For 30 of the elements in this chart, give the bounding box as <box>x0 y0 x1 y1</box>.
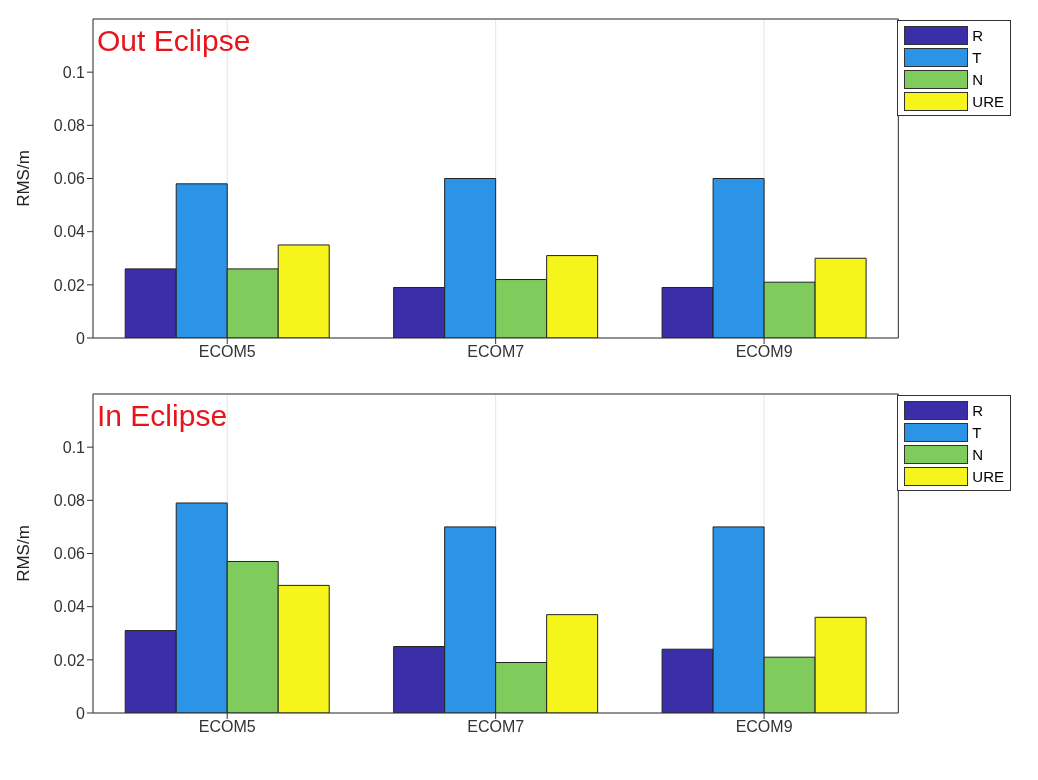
legend-label: R <box>972 401 984 419</box>
x-tick-label: ECOM9 <box>735 718 793 736</box>
x-tick-label: ECOM7 <box>467 718 525 736</box>
legend-label: T <box>972 423 982 441</box>
legend-label: N <box>972 70 984 88</box>
y-tick-label: 0.1 <box>62 63 86 81</box>
chart-title: In Eclipse <box>97 399 228 433</box>
y-tick-label: 0.1 <box>62 438 86 456</box>
legend-label: URE <box>972 92 1004 110</box>
legend-label: N <box>972 445 984 463</box>
y-tick-label: 0 <box>76 704 86 722</box>
x-tick-label: ECOM5 <box>198 718 256 736</box>
x-tick-label: ECOM7 <box>467 343 525 361</box>
y-tick-label: 0.06 <box>53 170 86 188</box>
legend-label: R <box>972 26 984 44</box>
x-tick-label: ECOM9 <box>735 343 793 361</box>
y-tick-label: 0.08 <box>53 117 86 135</box>
y-axis-title: RMS/m <box>14 150 34 207</box>
y-tick-label: 0.02 <box>53 276 86 294</box>
legend-label: T <box>972 48 982 66</box>
y-tick-label: 0.02 <box>53 651 86 669</box>
y-axis-title: RMS/m <box>14 525 34 582</box>
y-tick-label: 0.04 <box>53 598 86 616</box>
y-tick-label: 0.06 <box>53 545 86 563</box>
x-tick-label: ECOM5 <box>198 343 256 361</box>
y-tick-label: 0 <box>76 329 86 347</box>
chart-title: Out Eclipse <box>97 24 251 58</box>
legend-label: URE <box>972 467 1004 485</box>
y-tick-label: 0.08 <box>53 492 86 510</box>
y-tick-label: 0.04 <box>53 223 86 241</box>
